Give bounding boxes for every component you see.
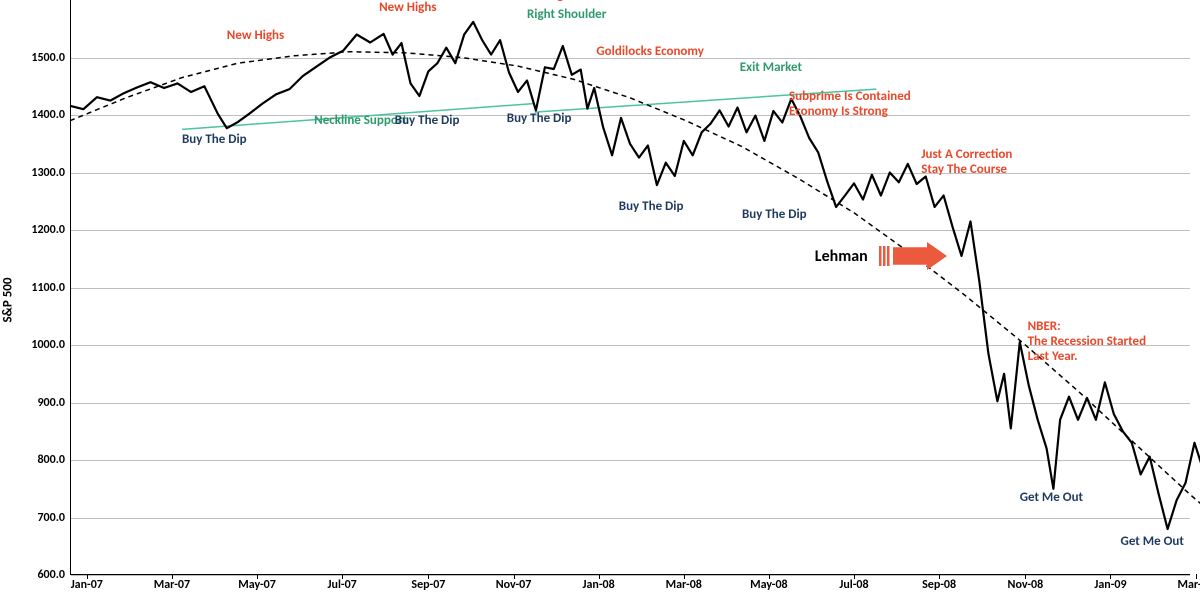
y-tick-label: 1100.0: [31, 281, 65, 295]
annotation-label: New Highs: [518, 0, 575, 4]
y-tick-label: 1200.0: [31, 223, 65, 237]
y-tick-label: 600.0: [37, 568, 65, 582]
price-line: [70, 22, 1200, 529]
y-tick-label: 1500.0: [31, 51, 65, 65]
annotation-label: Exit Market: [740, 61, 802, 76]
annotation-label: New Highs: [379, 1, 436, 16]
annotation-label: Lehman: [815, 248, 868, 266]
x-tick-label: May-08: [750, 578, 788, 592]
annotation-label: Right Shoulder: [527, 8, 606, 23]
trend-line: [70, 52, 1200, 524]
annotation-label: Buy The Dip: [395, 114, 460, 129]
annotation-label: Get Me Out: [1121, 535, 1184, 550]
x-tick-label: Jan-07: [71, 578, 103, 592]
y-tick-label: 800.0: [37, 453, 65, 467]
x-tick-label: Jan-08: [583, 578, 615, 592]
x-tick-label: Mar-08: [666, 578, 702, 592]
x-tick-label: Sep-07: [411, 578, 445, 592]
x-tick-label: Nov-08: [1008, 578, 1044, 592]
gridline: [71, 575, 1190, 576]
x-tick-label: Mar-09: [1177, 578, 1200, 592]
annotation-label: Buy The Dip: [619, 200, 684, 215]
y-tick-label: 1400.0: [31, 108, 65, 122]
annotation-label: Buy The Dip: [742, 208, 807, 223]
y-axis-label: S&P 500: [1, 278, 16, 323]
x-tick-label: May-07: [238, 578, 276, 592]
y-tick-label: 700.0: [37, 511, 65, 525]
annotation-label: Goldilocks Economy: [596, 45, 704, 60]
annotation-label: Just A Correction Stay The Course: [921, 148, 1012, 178]
x-tick-label: Nov-07: [496, 578, 532, 592]
annotation-label: New Highs: [227, 29, 284, 44]
lehman-arrow-icon: [879, 240, 949, 272]
y-tick-label: 1300.0: [31, 166, 65, 180]
x-tick-label: Jul-07: [328, 578, 357, 592]
x-tick-label: Jan-09: [1094, 578, 1126, 592]
annotation-label: NBER: The Recession Started Last Year.: [1028, 320, 1146, 365]
chart-svg: [70, 0, 1190, 575]
annotation-label: Get Me Out: [1020, 491, 1083, 506]
annotation-label: Neckline Support: [314, 114, 407, 129]
x-tick-label: Sep-08: [922, 578, 956, 592]
x-tick-label: Mar-07: [154, 578, 190, 592]
annotation-label: Buy The Dip: [182, 133, 247, 148]
annotation-label: Subprime Is Contained Economy Is Strong: [789, 90, 911, 120]
annotation-label: Buy The Dip: [507, 112, 572, 127]
y-tick-label: 1000.0: [31, 338, 65, 352]
y-tick-label: 900.0: [37, 396, 65, 410]
x-tick-label: Jul-08: [839, 578, 868, 592]
